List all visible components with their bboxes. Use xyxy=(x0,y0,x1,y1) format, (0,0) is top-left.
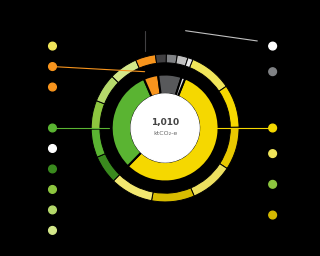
Wedge shape xyxy=(156,54,166,63)
Wedge shape xyxy=(96,77,118,104)
Wedge shape xyxy=(136,55,156,68)
Circle shape xyxy=(269,211,276,219)
Circle shape xyxy=(49,227,56,234)
Circle shape xyxy=(269,180,276,188)
Wedge shape xyxy=(112,60,139,83)
Circle shape xyxy=(269,42,276,50)
Circle shape xyxy=(269,68,276,76)
Circle shape xyxy=(49,42,56,50)
Wedge shape xyxy=(114,175,153,201)
Circle shape xyxy=(49,63,56,70)
Wedge shape xyxy=(112,79,152,166)
Circle shape xyxy=(49,165,56,173)
Circle shape xyxy=(49,83,56,91)
Wedge shape xyxy=(158,74,182,96)
Wedge shape xyxy=(189,59,226,91)
Wedge shape xyxy=(128,78,219,182)
Circle shape xyxy=(269,124,276,132)
Text: 1,010: 1,010 xyxy=(151,118,179,127)
Circle shape xyxy=(49,145,56,152)
Text: ktCO₂-e: ktCO₂-e xyxy=(153,131,177,136)
Wedge shape xyxy=(176,55,188,66)
Wedge shape xyxy=(91,101,105,129)
Wedge shape xyxy=(97,154,120,181)
Circle shape xyxy=(269,150,276,157)
Wedge shape xyxy=(166,54,177,64)
Circle shape xyxy=(131,94,199,162)
Wedge shape xyxy=(219,86,239,127)
Circle shape xyxy=(49,206,56,214)
Wedge shape xyxy=(191,164,227,196)
Wedge shape xyxy=(144,75,161,97)
Wedge shape xyxy=(151,188,194,202)
Wedge shape xyxy=(220,127,239,168)
Wedge shape xyxy=(185,58,193,68)
Wedge shape xyxy=(91,129,105,157)
Circle shape xyxy=(49,186,56,193)
Wedge shape xyxy=(176,77,185,97)
Circle shape xyxy=(49,124,56,132)
